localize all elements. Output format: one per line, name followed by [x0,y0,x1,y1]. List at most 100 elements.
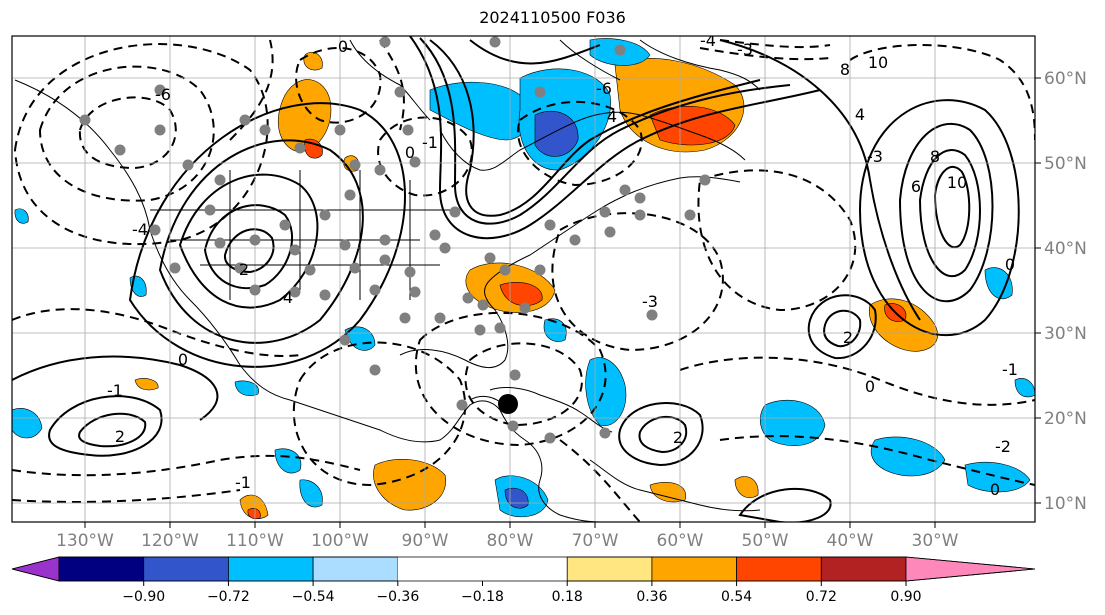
contour-label: -1 [107,381,123,400]
colorbar-tick-label: −0.18 [461,589,504,605]
contour-label: 10 [947,173,967,192]
contour-label: 4 [855,105,865,124]
contour-label: 10 [868,53,888,72]
contour-label: -1 [1002,360,1018,379]
patch-orange [239,494,269,519]
patch-orange [303,51,323,71]
lon-label: 30°W [912,531,959,551]
storm-center-marker [498,394,518,414]
patch-red [499,281,543,306]
patch-cyan [14,208,29,224]
patch-orange [373,459,447,511]
contour-label: 2 [115,427,125,446]
patch-cyan [760,399,826,446]
lon-label: 110°W [226,531,284,551]
patch-cyan [984,267,1013,300]
lon-label: 100°W [311,531,369,551]
patch-orange [134,378,159,391]
patch-orange [277,79,332,153]
contour-label: -1 [235,473,251,492]
colorbar-tick-label: 0.72 [806,589,837,605]
colorbar-extend-low [11,556,60,582]
colorbar-segment [397,557,483,581]
contour-label: -2 [995,437,1011,456]
contour-label: -3 [737,40,753,59]
lon-label: 70°W [572,531,619,551]
contour-label: -3 [867,147,883,166]
patch-cyan [299,479,323,508]
contour-label: 2 [239,260,249,279]
lat-label: 10°N [1044,494,1087,514]
contour-label: 2 [843,328,853,347]
contour-label: 0 [405,143,415,162]
patch-orange [734,476,759,499]
colorbar-tick-label: −0.72 [207,589,250,605]
lon-label: 40°W [827,531,874,551]
colorbar-tick-label: −0.90 [122,589,165,605]
colorbar [11,556,1036,582]
contour-label: 4 [607,107,617,126]
latitude-labels: 60°N 50°N 40°N 30°N 20°N 10°N [1035,69,1087,514]
contour-label: 0 [178,350,188,369]
patch-cyan [1014,378,1035,398]
lon-label: 80°W [487,531,534,551]
contour-label: -6 [155,85,171,104]
patch-cyan [964,462,1031,493]
lon-label: 120°W [141,531,199,551]
colorbar-segment [227,556,314,582]
colorbar-segment [820,556,907,582]
colorbar-extend-high [905,556,1036,582]
contour-label: 0 [990,480,1000,499]
map-gridlines [12,36,1035,522]
contour-label: -4 [700,31,716,50]
lat-label: 20°N [1044,409,1087,429]
lon-label: 50°W [742,531,789,551]
contour-label: 8 [840,60,850,79]
observation-dots [79,36,711,444]
patch-red [247,508,261,520]
colorbar-tick-label: 0.18 [552,589,583,605]
contours-negative [12,39,1035,522]
contour-label: -6 [596,79,612,98]
colorbar-tick-label: 0.90 [890,589,921,605]
contour-label: 8 [930,147,940,166]
contour-label: -3 [642,292,658,311]
patch-cyan [870,436,946,477]
lon-label: 60°W [657,531,704,551]
contour-label: 0 [1005,255,1015,274]
patch-cyan [274,448,302,474]
lat-label: 50°N [1044,154,1087,174]
colorbar-tick-label: −0.36 [376,589,419,605]
patch-red [304,138,323,159]
contour-label: 6 [911,177,921,196]
patch-cyan [12,408,43,439]
patch-orange [649,481,687,503]
lat-label: 60°N [1044,69,1087,89]
contour-label: -1 [422,133,438,152]
colorbar-tick-label: −0.54 [292,589,335,605]
colorbar-segment [566,556,653,582]
contour-label: 0 [865,377,875,396]
colorbar-tick-labels: −0.90 −0.72 −0.54 −0.36 −0.18 0.18 0.36 … [122,581,922,605]
lat-label: 40°N [1044,239,1087,259]
contour-label: 2 [673,428,683,447]
map-title: 2024110500 F036 [479,8,626,27]
colorbar-tick-label: 0.36 [636,589,667,605]
lon-label: 90°W [402,531,449,551]
colorbar-segment [312,556,399,582]
colorbar-tick-label: 0.54 [721,589,752,605]
contours-positive [12,36,1020,522]
lat-label: 30°N [1044,324,1087,344]
colorbar-segment [482,557,568,581]
contour-label: 0 [338,37,348,56]
lon-label: 130°W [56,531,114,551]
patch-blue [534,110,579,157]
longitude-labels: 130°W 120°W 110°W 100°W 90°W 80°W 70°W 6… [56,522,959,551]
contour-labels: 0 0 0 0 0 0 -1 -1 -1 -1 -2 2 2 2 2 -3 -3… [107,31,1018,499]
colorbar-segment [651,556,738,582]
colorbar-segment [143,556,229,582]
colorbar-segment [736,556,822,582]
colorbar-segment [58,556,145,582]
map-frame [11,35,1036,523]
